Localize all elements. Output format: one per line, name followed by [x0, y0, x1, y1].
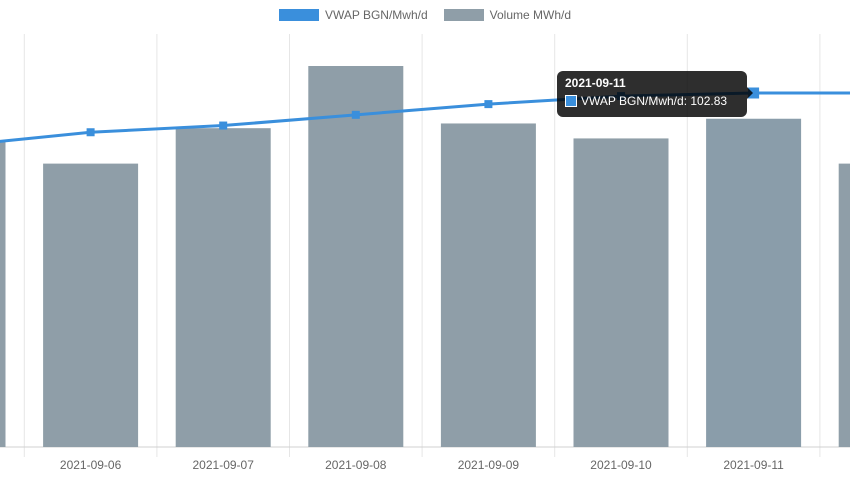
legend-item-vwap[interactable]: VWAP BGN/Mwh/d: [278, 8, 428, 22]
legend-swatch-volume: [443, 9, 484, 21]
chart-legend: VWAP BGN/Mwh/d Volume MWh/d: [0, 8, 850, 22]
x-tick-label: 2021-09-10: [590, 458, 652, 472]
bar-2021-09-10[interactable]: [573, 138, 669, 447]
vwap-point-2021-09-06[interactable]: [86, 128, 95, 137]
legend-item-volume[interactable]: Volume MWh/d: [443, 8, 572, 22]
grid: [0, 34, 850, 457]
tooltip-label: VWAP BGN/Mwh/d: 102.83: [581, 94, 728, 108]
tooltip: 2021-09-11 VWAP BGN/Mwh/d: 102.83: [557, 71, 753, 117]
vwap-point-2021-09-07[interactable]: [219, 121, 228, 130]
vwap-point-2021-09-08[interactable]: [351, 110, 360, 119]
bar-2021-09-11[interactable]: [706, 118, 802, 448]
bar-2021-09-09[interactable]: [440, 123, 536, 447]
tooltip-caret: [747, 87, 753, 99]
tooltip-row: VWAP BGN/Mwh/d: 102.83: [565, 94, 739, 108]
volume-bars: [0, 66, 850, 448]
bar-2021-09-12[interactable]: [838, 163, 850, 447]
tooltip-color-box: [565, 95, 577, 107]
x-tick-label: 2021-09-08: [325, 458, 387, 472]
tooltip-title: 2021-09-11: [565, 76, 626, 90]
legend-label-vwap: VWAP BGN/Mwh/d: [324, 8, 428, 22]
vwap-point-2021-09-09[interactable]: [484, 100, 493, 109]
x-axis-ticks: 2021-09-06 2021-09-07 2021-09-08 2021-09-09…: [60, 458, 784, 472]
x-tick-label: 2021-09-09: [458, 458, 520, 472]
legend-label-volume: Volume MWh/d: [489, 8, 572, 22]
bar-2021-09-07[interactable]: [175, 128, 271, 447]
bar-2021-09-08[interactable]: [308, 66, 404, 447]
x-tick-label: 2021-09-06: [60, 458, 122, 472]
x-tick-label: 2021-09-07: [193, 458, 255, 472]
bar-2021-09-06[interactable]: [43, 163, 139, 447]
bar-2021-09-05[interactable]: [0, 139, 6, 448]
x-tick-label: 2021-09-11: [723, 458, 784, 472]
legend-swatch-vwap: [278, 9, 319, 21]
vwap-point-2021-09-11[interactable]: [748, 87, 760, 99]
